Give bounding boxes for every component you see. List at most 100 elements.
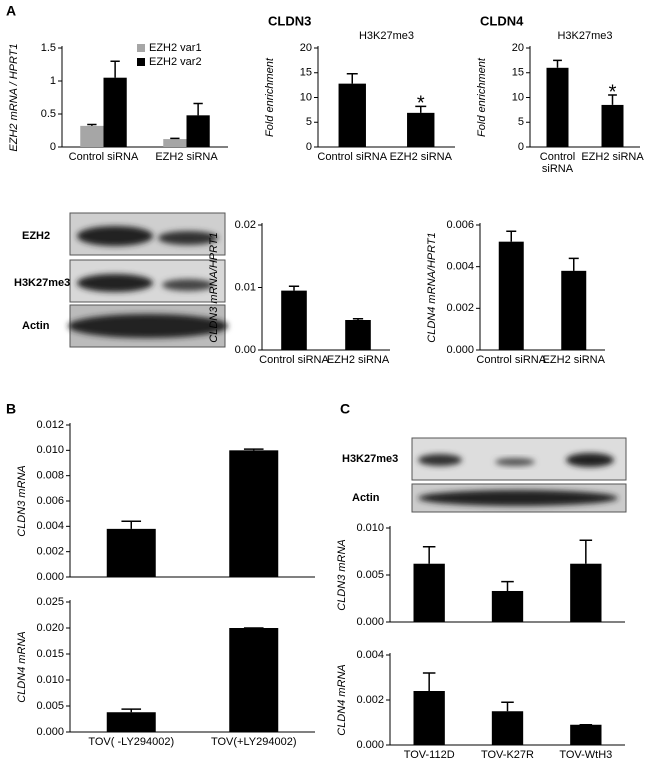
x-tick-label-box: TOV-K27R [480,749,534,761]
y-tick-label: 0.025 [36,596,64,608]
x-tick-label-box: Control siRNA [68,151,139,163]
legend-swatch [137,58,145,66]
bar [561,270,587,350]
y-tick-label: 0.5 [41,108,56,120]
y-axis-label: EZH2 mRNA / HPRT1 [8,43,20,151]
blot-label: Actin [352,492,380,504]
blot-label: EZH2 [22,230,50,242]
chart-subtitle: H3K27me3 [359,30,414,42]
x-tick-label: Control siRNA [317,151,388,163]
y-tick-label: 0.004 [356,649,384,661]
bar [106,528,156,577]
error-bar [422,546,436,564]
y-tick-label: 0.002 [446,302,474,314]
x-tick-label: EZH2 siRNA [155,151,218,163]
y-tick-label: 0.005 [36,700,64,712]
bar [186,115,210,147]
x-tick-label: EZH2 siRNA [581,151,644,163]
bar [229,628,279,732]
x-tick-label-box: TOV-112D [403,749,455,761]
y-tick-label: 1.5 [41,42,56,54]
chart-title: CLDN4 [480,13,524,28]
y-tick-label: 0.006 [446,219,474,231]
bar [491,590,524,622]
y-tick-label: 0.01 [235,281,256,293]
y-tick-label: 0.010 [36,444,64,456]
error-bar [501,701,514,712]
error-bar [608,94,617,105]
y-axis-label: Fold enrichment [264,57,276,137]
y-tick-label: 0.015 [36,648,64,660]
y-tick-label: 5 [306,116,312,128]
blot-label: Actin [22,320,50,332]
bar [413,691,445,745]
x-tick-label: TOV( -LY294002) [88,736,175,748]
y-tick-label: 0 [306,141,312,153]
bar [103,77,127,147]
y-tick-label: 0.002 [356,694,384,706]
error-bar [415,105,427,113]
x-tick-label-box: EZH2 siRNA [155,151,218,163]
error-bar [579,539,593,564]
x-tick-label: TOV-112D [403,749,455,761]
x-tick-label: TOV-K27R [480,749,534,761]
y-tick-label: 0.006 [36,495,64,507]
error-bar [121,708,142,713]
bar [345,320,371,350]
bar [281,290,307,350]
chart-subtitle: H3K27me3 [557,30,612,42]
annotation: * [609,81,617,103]
x-tick-label-box: EZH2 siRNA [327,354,389,366]
y-tick-label: 0.00 [235,344,256,356]
error-bar [501,580,514,591]
x-tick-label-box: Control siRNA [476,354,547,366]
error-bar [170,137,180,140]
blot-label: H3K27me3 [342,453,398,465]
x-tick-label: Control siRNA [68,151,139,163]
bar [570,563,602,622]
legend-label: EZH2 var1 [149,42,202,54]
y-tick-label: 10 [512,91,524,103]
x-tick-label-box: EZH2 siRNA [542,354,605,366]
legend-label: EZH2 var2 [149,56,202,68]
panel-label: C [340,401,350,417]
x-tick-label: TOV(+LY294002) [210,736,297,748]
y-axis-label: Fold enrichment [476,57,488,137]
x-tick-label: Control siRNA [476,354,547,366]
y-axis-label: CLDN4 mRNA [16,631,28,703]
x-tick-label: Control siRNA [259,354,329,366]
bar [106,712,156,732]
bar [546,67,569,147]
y-axis-label: CLDN4 mRNA [336,664,348,736]
error-bar [288,285,300,291]
y-tick-label: 20 [300,42,312,54]
blot-c [411,437,627,513]
bar [570,724,602,745]
error-bar [110,60,120,78]
y-axis-label: CLDN3 mRNA/HPRT1 [208,232,220,342]
annotation: * [417,93,425,115]
y-tick-label: 0.000 [356,739,384,751]
bar [413,563,445,622]
bar [163,139,187,147]
bar [491,711,524,745]
y-axis-label: CLDN4 mRNA/HPRT1 [426,232,438,342]
blot-label: H3K27me3 [14,277,70,289]
y-tick-label: 1 [50,75,56,87]
panel-label: B [6,401,16,417]
bar [338,83,366,147]
error-bar [422,672,436,691]
error-bar [568,257,579,271]
y-tick-label: 0.02 [235,219,256,231]
y-tick-label: 0 [50,141,56,153]
legend-swatch [137,44,145,52]
y-tick-label: 5 [518,116,524,128]
x-tick-label: EZH2 siRNA [542,354,605,366]
y-tick-label: 0.000 [446,344,474,356]
error-bar [121,520,142,529]
error-bar [243,448,264,451]
x-tick-label-box: EZH2 siRNA [390,151,452,163]
y-tick-label: 0.010 [356,522,384,534]
y-axis-label: CLDN3 mRNA [336,539,348,611]
